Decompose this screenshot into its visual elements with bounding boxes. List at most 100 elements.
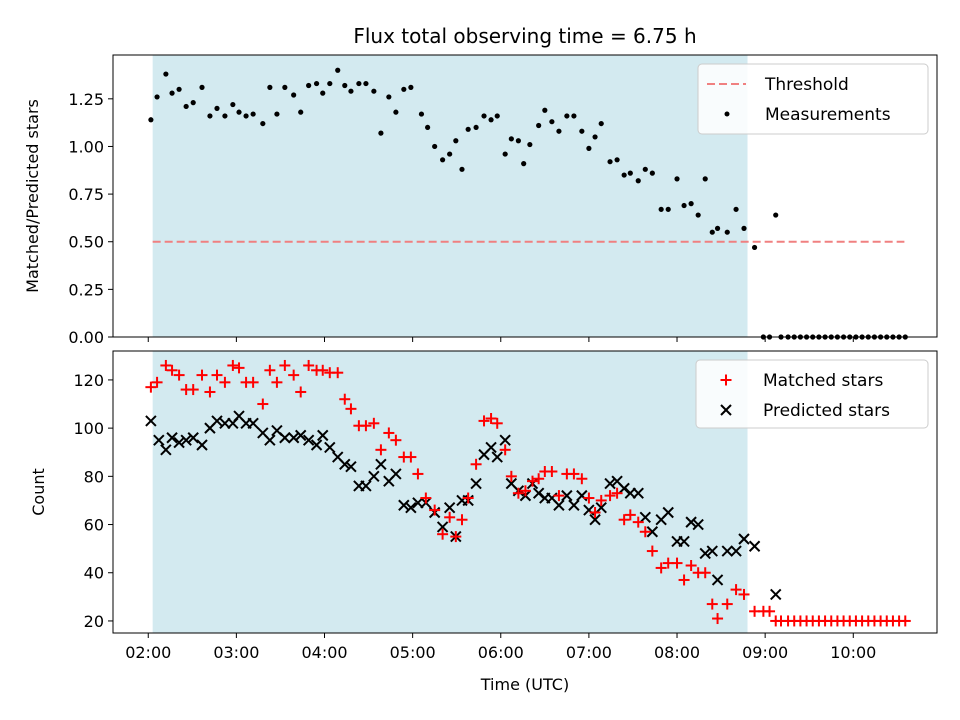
top-x-ticks	[147, 337, 854, 342]
x-stroke	[770, 588, 782, 601]
x-stroke	[485, 441, 497, 454]
matched-star-point	[450, 531, 462, 543]
matched-star-point	[375, 444, 387, 456]
measurement-point	[579, 128, 585, 134]
matched-star-point	[646, 545, 658, 557]
x-stroke	[470, 477, 482, 490]
matched-star-point	[478, 415, 490, 427]
measurement-point	[313, 80, 320, 87]
predicted-star-point	[748, 540, 761, 552]
measurement-point	[335, 67, 341, 73]
x-axis-label: Time (UTC)	[480, 675, 569, 694]
measurement-point	[592, 134, 598, 140]
measurement-point	[222, 113, 228, 119]
x-stroke	[532, 487, 545, 499]
measurement-point	[243, 113, 249, 119]
predicted-star-point	[685, 516, 697, 528]
matched-star-point	[173, 369, 185, 381]
matched-star-point	[295, 386, 307, 398]
y-tick-label: 0.75	[68, 185, 104, 204]
x-stroke	[632, 487, 644, 499]
measurement-point	[453, 138, 459, 144]
measurement-point	[214, 105, 220, 111]
matched-star-point	[604, 490, 616, 502]
measurement-point	[642, 166, 648, 172]
x-stroke	[711, 574, 724, 586]
matched-star-point	[699, 567, 711, 579]
y-tick-label: 1.25	[68, 90, 104, 109]
bottom-x-ticks: 02:00 03:00 04:00 05:00 06:00 07:00 08:00 09:00…	[125, 633, 876, 662]
matched-star-point	[618, 514, 630, 526]
x-stroke	[332, 451, 344, 463]
measurement-point	[207, 113, 213, 119]
measurement-point	[148, 117, 154, 123]
matched-star-point	[706, 598, 718, 610]
bottom-panel: 20 40 60 80 100 120 02:00 03:00 04:00 05:00 06:00…	[29, 350, 938, 694]
predicted-star-point	[443, 501, 456, 514]
legend-matched-swatch	[720, 374, 732, 386]
bottom-y-ticks: 20 40 60 80 100 120	[73, 371, 113, 631]
measurement-point	[635, 178, 641, 184]
matched-star-point	[611, 487, 623, 499]
matched-star-point	[485, 412, 497, 424]
predicted-star-point	[375, 458, 387, 470]
measurement-point	[733, 206, 739, 212]
measurement-point	[432, 143, 438, 150]
legend-matched-label: Matched stars	[763, 371, 883, 391]
y-tick-label: 120	[73, 371, 104, 390]
predicted-star-point	[499, 434, 511, 446]
predicted-star-point	[568, 499, 580, 511]
chart-title: Flux total observing time = 6.75 h	[353, 24, 696, 48]
legend-predicted-label: Predicted stars	[763, 401, 890, 421]
x-stroke	[730, 545, 742, 557]
predicted-star-point	[485, 441, 497, 454]
x-stroke	[264, 434, 276, 446]
measurement-point	[665, 206, 671, 212]
x-stroke	[699, 547, 711, 560]
predicted-star-point	[770, 588, 782, 601]
top-axes-frame	[112, 54, 938, 338]
measurement-point	[418, 111, 425, 117]
matched-star-point	[390, 434, 402, 446]
measurement-point	[401, 86, 407, 92]
matched-star-point	[383, 427, 395, 439]
predicted-star-point	[196, 439, 208, 451]
matched-star-point	[730, 584, 742, 596]
x-stroke	[398, 499, 410, 511]
measurement-point	[342, 82, 348, 89]
x-stroke	[505, 477, 518, 490]
matched-star-point	[568, 468, 580, 480]
predicted-star-point	[589, 514, 601, 526]
predicted-star-point	[604, 477, 616, 490]
matched-star-point	[519, 485, 531, 497]
x-tick-label: 03:00	[213, 643, 259, 662]
measurement-point	[658, 206, 664, 212]
x-stroke	[748, 540, 761, 552]
matched-star-point	[589, 506, 601, 518]
predicted-star-point	[287, 432, 300, 444]
y-tick-label: 20	[84, 612, 104, 631]
measurement-point	[586, 145, 592, 151]
x-stroke	[738, 533, 750, 545]
measurement-point	[230, 101, 236, 108]
matched-star-point	[264, 364, 276, 376]
predicted-star-point	[211, 415, 223, 427]
matched-star-point	[257, 398, 269, 410]
measurement-point	[542, 107, 548, 113]
predicted-star-point	[345, 460, 357, 473]
matched-star-point	[512, 487, 524, 499]
predicted-star-point	[662, 506, 674, 519]
measurement-point	[598, 120, 604, 127]
predicted-star-point	[279, 432, 291, 444]
x-stroke	[576, 489, 588, 502]
bottom-axes-frame	[112, 350, 938, 634]
bottom-legend-box	[695, 359, 929, 429]
measurement-point	[274, 111, 280, 117]
predicted-star-point	[302, 434, 315, 446]
matched-star-point	[233, 362, 245, 374]
x-stroke	[173, 436, 185, 449]
bottom-legend: Matched stars Predicted stars	[695, 359, 929, 429]
predicted-star-point	[173, 436, 185, 449]
measurement-point	[260, 120, 266, 127]
